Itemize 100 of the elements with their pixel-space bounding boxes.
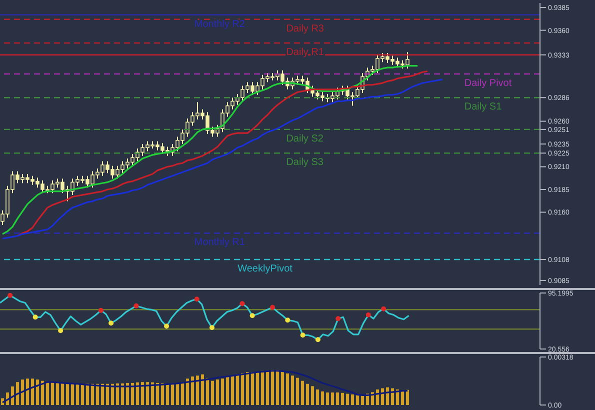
bar [66, 383, 69, 405]
bar [106, 384, 109, 405]
point [240, 301, 245, 306]
point [164, 324, 170, 329]
bar [271, 370, 274, 405]
bar [261, 370, 264, 405]
bar [116, 383, 119, 405]
bar [321, 391, 324, 405]
bar [126, 382, 129, 405]
point [285, 318, 290, 323]
bar [141, 382, 144, 405]
bar [326, 392, 329, 405]
bar [226, 376, 229, 405]
bar [316, 389, 319, 405]
bar [131, 382, 134, 405]
ref-line-label: WeeklyPivot [238, 264, 293, 275]
bar [241, 373, 244, 405]
bar [341, 392, 344, 405]
bar [146, 382, 149, 405]
bar [361, 395, 364, 405]
bar [246, 372, 249, 405]
bar [281, 370, 284, 405]
bar [86, 384, 89, 405]
line-series [2, 370, 408, 404]
bar [201, 374, 204, 405]
ref-line-label: Monthly R1 [194, 237, 246, 248]
bar [186, 378, 189, 405]
ref-line-label: Daily R3 [286, 23, 324, 34]
bar [36, 379, 39, 405]
bar [21, 379, 24, 405]
point [315, 337, 320, 342]
bar [301, 380, 304, 405]
point [98, 308, 104, 313]
point [194, 296, 200, 302]
bar [71, 384, 74, 405]
bar [26, 378, 29, 405]
bar [41, 380, 44, 405]
ref-line-label: Monthly R2 [194, 18, 246, 30]
bar [161, 383, 164, 405]
bar [166, 384, 169, 405]
bar [266, 370, 269, 405]
point [134, 303, 139, 308]
bar [251, 372, 254, 405]
bar [406, 390, 409, 405]
bar [206, 378, 209, 405]
bar [31, 378, 34, 405]
bar [401, 390, 404, 405]
point [108, 320, 114, 326]
bar [16, 382, 19, 405]
bar [236, 374, 239, 405]
bar [391, 388, 394, 405]
point [300, 332, 306, 338]
bar [276, 370, 279, 405]
bar [291, 376, 294, 405]
bar [96, 384, 99, 405]
bar [336, 392, 339, 405]
bar [211, 380, 214, 405]
bar [381, 388, 384, 405]
bar [306, 384, 309, 405]
bar [101, 384, 104, 405]
bar [151, 382, 154, 405]
bar [56, 382, 59, 405]
point [58, 328, 64, 334]
point [366, 312, 371, 318]
bar [221, 378, 224, 405]
point [209, 325, 214, 330]
bar [256, 371, 259, 405]
bar [351, 394, 354, 405]
bar [311, 386, 314, 405]
bar [136, 382, 139, 405]
point [250, 313, 255, 318]
point [32, 314, 38, 320]
bar [171, 384, 174, 405]
bar [196, 376, 199, 405]
bar [176, 383, 179, 405]
bar [61, 382, 64, 405]
point [270, 304, 276, 310]
bar [346, 394, 349, 405]
bar [156, 382, 159, 405]
bar [286, 373, 289, 405]
ref-line-label: Daily S1 [464, 102, 502, 113]
bar [111, 384, 114, 405]
bar [91, 384, 94, 405]
bar [331, 392, 334, 405]
bar [46, 382, 49, 405]
bar [121, 383, 124, 405]
bar [191, 376, 194, 405]
bar [76, 384, 79, 405]
bar [81, 384, 84, 405]
bar [356, 395, 359, 405]
bar [51, 382, 54, 405]
bar [231, 376, 234, 405]
point [381, 306, 386, 312]
point [8, 293, 13, 298]
bar [296, 378, 299, 405]
ref-line-label: Daily Pivot [464, 78, 512, 89]
bar [216, 379, 219, 405]
point [336, 316, 341, 322]
ref-line-label: Daily S2 [286, 133, 324, 144]
bar [181, 382, 184, 405]
